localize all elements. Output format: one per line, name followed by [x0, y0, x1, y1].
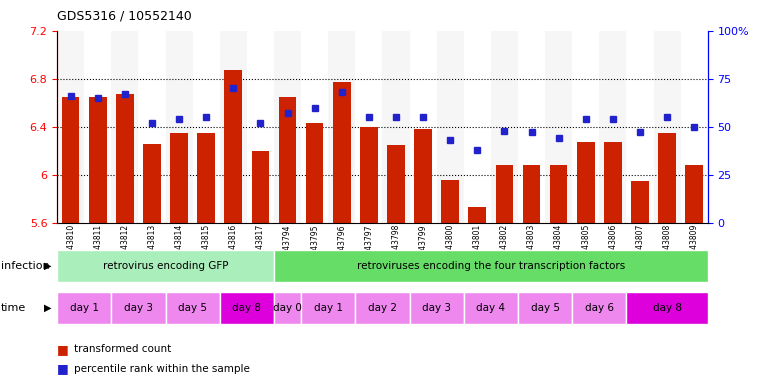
Bar — [333, 82, 351, 223]
Text: day 0: day 0 — [273, 303, 302, 313]
Bar — [89, 97, 107, 223]
Text: ■: ■ — [57, 362, 68, 375]
Text: ▶: ▶ — [44, 303, 52, 313]
Bar — [599, 31, 626, 223]
Bar — [518, 292, 572, 324]
Bar — [382, 31, 409, 223]
Text: day 5: day 5 — [178, 303, 207, 313]
Text: day 4: day 4 — [476, 303, 505, 313]
Bar — [355, 292, 409, 324]
Bar — [441, 180, 459, 223]
Bar — [197, 133, 215, 223]
Bar — [463, 292, 518, 324]
Text: day 8: day 8 — [232, 303, 261, 313]
Bar — [604, 142, 622, 223]
Bar — [57, 250, 274, 282]
Bar — [654, 31, 680, 223]
Bar — [360, 127, 377, 223]
Bar — [686, 165, 703, 223]
Bar — [279, 97, 296, 223]
Text: day 6: day 6 — [584, 303, 614, 313]
Bar — [274, 31, 301, 223]
Text: day 5: day 5 — [530, 303, 559, 313]
Bar — [495, 165, 513, 223]
Bar — [572, 292, 626, 324]
Text: day 1: day 1 — [314, 303, 342, 313]
Bar — [111, 31, 139, 223]
Bar — [57, 31, 84, 223]
Bar — [549, 165, 568, 223]
Text: day 8: day 8 — [653, 303, 682, 313]
Text: day 3: day 3 — [422, 303, 451, 313]
Bar — [469, 207, 486, 223]
Bar — [62, 97, 79, 223]
Text: day 3: day 3 — [124, 303, 153, 313]
Text: transformed count: transformed count — [74, 344, 171, 354]
Bar — [220, 31, 247, 223]
Bar — [387, 145, 405, 223]
Bar — [170, 133, 188, 223]
Text: ▶: ▶ — [44, 261, 52, 271]
Text: retroviruses encoding the four transcription factors: retroviruses encoding the four transcrip… — [357, 261, 625, 271]
Bar — [165, 292, 220, 324]
Text: day 2: day 2 — [368, 303, 397, 313]
Bar — [111, 292, 165, 324]
Text: day 1: day 1 — [70, 303, 99, 313]
Bar — [274, 250, 708, 282]
Bar — [116, 94, 134, 223]
Bar — [491, 31, 518, 223]
Text: infection: infection — [1, 261, 49, 271]
Bar — [252, 151, 269, 223]
Text: ■: ■ — [57, 343, 68, 356]
Bar — [658, 133, 676, 223]
Text: time: time — [1, 303, 26, 313]
Bar — [220, 292, 274, 324]
Text: GDS5316 / 10552140: GDS5316 / 10552140 — [57, 10, 192, 23]
Bar — [328, 31, 355, 223]
Bar — [545, 31, 572, 223]
Bar — [631, 181, 649, 223]
Bar — [306, 123, 323, 223]
Bar — [409, 292, 463, 324]
Bar — [414, 129, 432, 223]
Bar — [523, 165, 540, 223]
Bar — [57, 292, 111, 324]
Bar — [626, 292, 708, 324]
Text: percentile rank within the sample: percentile rank within the sample — [74, 364, 250, 374]
Text: retrovirus encoding GFP: retrovirus encoding GFP — [103, 261, 228, 271]
Bar — [437, 31, 463, 223]
Bar — [165, 31, 193, 223]
Bar — [577, 142, 594, 223]
Bar — [301, 292, 355, 324]
Bar — [274, 292, 301, 324]
Bar — [224, 70, 242, 223]
Bar — [143, 144, 161, 223]
